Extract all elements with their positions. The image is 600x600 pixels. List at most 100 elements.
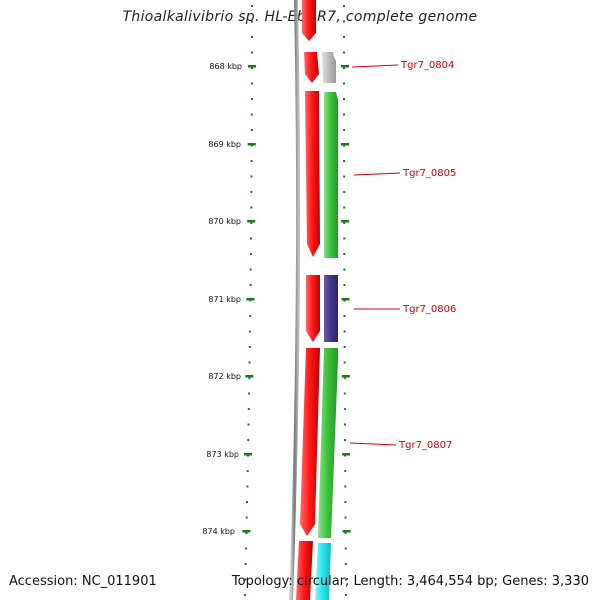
annotated-genes xyxy=(315,52,338,600)
gene-leader-lines xyxy=(349,64,401,446)
tick-label-872: 872 kbp xyxy=(208,372,241,381)
scale-dot-right xyxy=(343,82,345,85)
scale-dot-right xyxy=(343,237,346,240)
gene-tgr7-0805-feature[interactable] xyxy=(324,92,338,258)
scale-dot-right xyxy=(343,330,346,333)
tick-label-868: 868 kbp xyxy=(209,62,242,71)
scale-dot-left xyxy=(250,175,253,178)
tick-label-873: 873 kbp xyxy=(206,450,239,459)
gene-label-tgr7-0804[interactable]: Tgr7_0804 xyxy=(400,60,454,71)
scale-dot-right xyxy=(345,594,347,596)
scale-dot-right xyxy=(344,563,347,565)
scale-dot-left xyxy=(246,501,248,503)
scale-dot-left xyxy=(246,470,249,472)
tick-label-874: 874 kbp xyxy=(202,527,235,536)
scale-major-tick-right xyxy=(342,453,351,456)
genome-summary-text: Topology: circular; Length: 3,464,554 bp… xyxy=(231,574,589,589)
scale-dot-left xyxy=(246,485,249,488)
scale-dot-right xyxy=(343,377,346,379)
scale-dot-right xyxy=(343,408,346,410)
scale-major-tick-right xyxy=(341,143,350,146)
scale-dot-right xyxy=(343,129,346,131)
scale-dot-right xyxy=(344,423,346,426)
scale-major-ticks xyxy=(242,65,351,533)
scale-dot-right xyxy=(344,439,347,441)
scale-dot-right xyxy=(343,206,346,209)
genome-backbone xyxy=(289,0,301,600)
cds-forward-4[interactable] xyxy=(300,348,320,536)
scale-dot-left xyxy=(248,346,251,348)
scale-dot-left xyxy=(248,377,251,379)
cds-forward-bottom-partial[interactable] xyxy=(296,541,313,600)
scale-dot-right xyxy=(343,67,345,69)
scale-dot-left xyxy=(249,284,252,286)
scale-dot-right xyxy=(343,51,345,54)
gene-bottom-partial-cyan[interactable] xyxy=(315,543,331,600)
scale-dot-left xyxy=(247,439,250,441)
gene-tgr7-0806-feature[interactable] xyxy=(324,275,338,342)
scale-major-tick-left xyxy=(248,65,256,68)
scale-major-tick-left xyxy=(246,298,255,301)
scale-dot-left xyxy=(245,516,248,519)
scale-major-tick-left xyxy=(242,530,251,533)
leader-tgr7-0807 xyxy=(349,442,397,446)
scale-dot-left xyxy=(250,98,253,100)
scale-dot-right xyxy=(343,253,346,255)
scale-dot-left xyxy=(247,423,250,426)
scale-dot-left xyxy=(243,594,246,596)
leader-tgr7-0804 xyxy=(351,64,399,68)
scale-major-tick-left xyxy=(247,143,256,146)
scale-dot-left xyxy=(250,160,253,162)
scale-dot-left xyxy=(249,253,252,255)
gene-tgr7-0804-feature[interactable] xyxy=(322,52,336,83)
scale-dot-right xyxy=(343,346,346,348)
scale-dot-right xyxy=(344,532,347,534)
scale-major-tick-left xyxy=(245,375,254,378)
cds-forward-3[interactable] xyxy=(306,275,320,342)
scale-dot-left xyxy=(245,547,247,550)
cds-forward-2[interactable] xyxy=(305,91,320,257)
gene-labels: Tgr7_0804 Tgr7_0805 Tgr7_0806 Tgr7_0807 xyxy=(398,60,456,451)
scale-major-tick-right xyxy=(342,530,351,533)
cds-forward-top-partial[interactable] xyxy=(302,0,316,41)
scale-dot-right xyxy=(343,160,346,162)
accession-text: Accession: NC_011901 xyxy=(9,574,157,589)
scale-dot-left xyxy=(248,392,251,395)
scale-dot-right xyxy=(343,222,346,224)
scale-dot-left xyxy=(250,129,253,131)
scale-dot-left xyxy=(247,408,250,410)
gene-tgr7-0807-feature[interactable] xyxy=(318,348,338,538)
cds-forward-1[interactable] xyxy=(304,52,319,83)
gene-label-tgr7-0806[interactable]: Tgr7_0806 xyxy=(402,304,456,315)
scale-dot-right xyxy=(343,361,346,364)
scale-dot-right xyxy=(344,578,347,581)
scale-major-tick-right xyxy=(341,65,349,68)
scale-dot-right xyxy=(343,175,346,178)
scale-dot-right xyxy=(343,20,345,23)
scale-dot-left xyxy=(250,191,253,193)
map-title: Thioalkalivibrio sp. HL-EbGR7, complete … xyxy=(122,9,478,25)
scale-dot-left xyxy=(249,315,252,317)
scale-minor-ticks xyxy=(243,5,347,596)
scale-dot-left xyxy=(250,237,252,240)
forward-strand-cds xyxy=(296,0,320,600)
scale-dot-right xyxy=(343,113,345,116)
tick-label-871: 871 kbp xyxy=(208,295,241,304)
scale-dot-right xyxy=(344,501,347,503)
gene-label-tgr7-0805[interactable]: Tgr7_0805 xyxy=(402,168,456,179)
gene-label-tgr7-0807[interactable]: Tgr7_0807 xyxy=(398,440,452,451)
tick-label-869: 869 kbp xyxy=(208,140,241,149)
scale-tick-labels: 868 kbp 869 kbp 870 kbp 871 kbp 872 kbp … xyxy=(202,62,242,536)
scale-dot-left xyxy=(245,532,248,534)
scale-dot-right xyxy=(343,191,346,193)
scale-dot-right xyxy=(344,547,347,550)
scale-major-tick-right xyxy=(341,298,350,301)
scale-dot-left xyxy=(244,563,247,565)
scale-major-tick-left xyxy=(244,453,252,456)
scale-dot-left xyxy=(249,268,252,271)
scale-dot-right xyxy=(343,98,345,100)
scale-major-tick-left xyxy=(247,220,256,223)
scale-dot-left xyxy=(248,361,251,364)
scale-dot-right xyxy=(343,315,346,317)
scale-major-tick-right xyxy=(341,375,350,378)
